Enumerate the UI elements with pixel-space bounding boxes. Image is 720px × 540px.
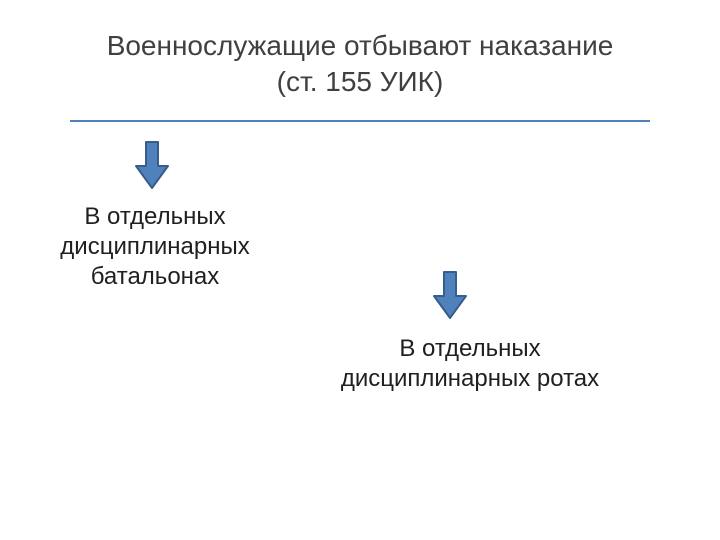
title-divider xyxy=(70,120,650,122)
title-line-1: Военнослужащие отбывают наказание xyxy=(0,28,720,64)
page-title: Военнослужащие отбывают наказание (ст. 1… xyxy=(0,28,720,101)
arrow-down-icon xyxy=(134,140,170,190)
title-line-2: (ст. 155 УИК) xyxy=(0,64,720,100)
item-left-text: В отдельныхдисциплинарныхбатальонах xyxy=(40,202,270,292)
item-right-text: В отдельныхдисциплинарных ротах xyxy=(330,334,610,394)
arrow-down-icon xyxy=(432,270,468,320)
